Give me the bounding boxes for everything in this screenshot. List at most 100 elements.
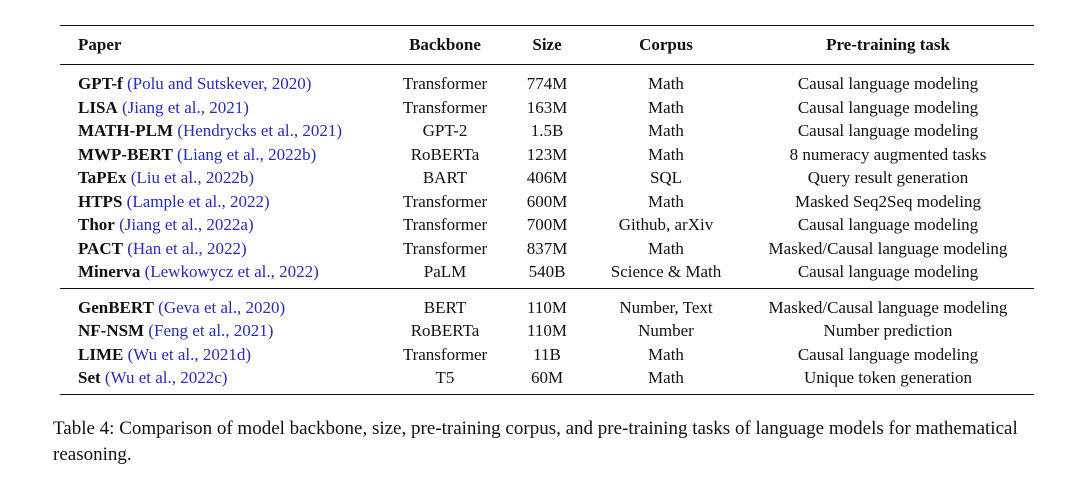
table-row: GPT-f (Polu and Sutskever, 2020) Transfor…	[60, 65, 1034, 96]
paper-citation-link[interactable]: (Jiang et al., 2021)	[121, 97, 249, 117]
cell-corpus: Github, arXiv	[618, 215, 714, 234]
cell-paper: HTPS (Lample et al., 2022)	[60, 190, 386, 214]
cell-backbone: T5	[435, 368, 455, 387]
paper-citation-link[interactable]: (Geva et al., 2020)	[158, 297, 286, 317]
cell-backbone: Transformer	[402, 238, 488, 258]
paper-name: MATH-PLM	[78, 121, 174, 140]
table-header-row: Paper Backbone Size Corpus Pre-training …	[60, 26, 1034, 64]
table-row: MWP-BERT (Liang et al., 2022b) RoBERTa 123…	[60, 143, 1034, 167]
cell-size: 163M	[526, 97, 568, 117]
cell-paper: LIME (Wu et al., 2021d)	[60, 343, 386, 367]
cell-paper: Minerva (Lewkowycz et al., 2022)	[60, 260, 386, 288]
paper-citation-link[interactable]: (Wu et al., 2022c)	[104, 368, 228, 387]
cell-task: Causal language modeling	[797, 74, 979, 93]
cell-size: 110M	[527, 321, 567, 340]
cell-task: Causal language modeling	[797, 262, 979, 281]
paper-name: LIME	[78, 344, 124, 364]
group-separator-rule	[60, 287, 1034, 289]
cell-corpus: SQL	[649, 168, 683, 187]
paper-citation-link[interactable]: (Lample et al., 2022)	[126, 191, 270, 211]
cell-size: 700M	[526, 215, 568, 234]
paper-citation-link[interactable]: (Liu et al., 2022b)	[130, 168, 254, 187]
cell-paper: TaPEx (Liu et al., 2022b)	[60, 166, 386, 190]
cell-corpus: Math	[648, 368, 684, 387]
cell-paper: LISA (Jiang et al., 2021)	[60, 96, 386, 120]
cell-paper: GenBERT (Geva et al., 2020)	[60, 289, 386, 320]
cell-task: 8 numeracy augmented tasks	[789, 144, 987, 164]
cell-paper: MWP-BERT (Liang et al., 2022b)	[60, 143, 386, 167]
cell-corpus: Math	[648, 344, 684, 364]
cell-size: 774M	[526, 74, 568, 93]
header-task: Pre-training task	[826, 35, 950, 54]
header-size: Size	[532, 35, 562, 54]
table-group-2: GenBERT (Geva et al., 2020) BERT 110M Numbe…	[60, 289, 1034, 394]
cell-task: Masked Seq2Seq modeling	[794, 191, 982, 211]
cell-backbone: Transformer	[402, 191, 488, 211]
paper-citation-link[interactable]: (Wu et al., 2021d)	[127, 344, 252, 364]
cell-backbone: RoBERTa	[410, 144, 480, 164]
table-caption: Table 4: Comparison of model backbone, s…	[53, 418, 1018, 465]
cell-backbone: GPT-2	[422, 121, 468, 140]
cell-paper: Set (Wu et al., 2022c)	[60, 366, 386, 394]
cell-size: 600M	[526, 191, 568, 211]
cell-paper: NF-NSM (Feng et al., 2021)	[60, 319, 386, 343]
cell-corpus: Math	[648, 238, 684, 258]
cell-backbone: Transformer	[402, 97, 488, 117]
paper-name: Minerva	[78, 262, 141, 281]
cell-corpus: Science & Math	[610, 262, 722, 281]
table-top-rule	[60, 25, 1034, 26]
paper-name: Thor	[78, 215, 115, 234]
paper-citation-link[interactable]: (Han et al., 2022)	[127, 238, 247, 258]
paper-citation-link[interactable]: (Polu and Sutskever, 2020)	[126, 74, 312, 93]
cell-paper: GPT-f (Polu and Sutskever, 2020)	[60, 65, 386, 96]
paper-citation-link[interactable]: (Lewkowycz et al., 2022)	[144, 262, 319, 281]
paper-name: GenBERT	[78, 297, 154, 317]
cell-size: 123M	[526, 144, 568, 164]
table-row: Thor (Jiang et al., 2022a) Transformer 700…	[60, 213, 1034, 237]
comparison-table-container: Paper Backbone Size Corpus Pre-training …	[60, 25, 1034, 395]
paper-name: MWP-BERT	[78, 144, 173, 164]
cell-corpus: Number, Text	[619, 297, 713, 317]
cell-paper: Thor (Jiang et al., 2022a)	[60, 213, 386, 237]
table-bottom-rule	[60, 393, 1034, 395]
header-corpus: Corpus	[639, 35, 693, 54]
cell-backbone: Transformer	[402, 215, 488, 234]
paper-name: HTPS	[78, 191, 123, 211]
paper-citation-link[interactable]: (Liang et al., 2022b)	[177, 144, 317, 164]
paper-name: TaPEx	[78, 168, 127, 187]
cell-backbone: BART	[422, 168, 468, 187]
cell-size: 110M	[527, 297, 567, 317]
cell-backbone: Transformer	[402, 74, 488, 93]
cell-task: Causal language modeling	[797, 344, 979, 364]
paper-name: PACT	[78, 238, 124, 258]
paper-citation-link[interactable]: (Feng et al., 2021)	[148, 321, 274, 340]
cell-task: Causal language modeling	[797, 97, 979, 117]
table-row: Minerva (Lewkowycz et al., 2022) PaLM 540B…	[60, 260, 1034, 288]
cell-backbone: RoBERTa	[410, 321, 480, 340]
table-row: MATH-PLM (Hendrycks et al., 2021) GPT-2 1.…	[60, 119, 1034, 143]
paper-name: Set	[78, 368, 101, 387]
cell-task: Causal language modeling	[797, 215, 979, 234]
cell-task: Causal language modeling	[797, 121, 979, 140]
paper-name: LISA	[78, 97, 118, 117]
table-row: Set (Wu et al., 2022c) T5 60M Math Unique to…	[60, 366, 1034, 394]
paper-citation-link[interactable]: (Jiang et al., 2022a)	[119, 215, 254, 234]
header-backbone: Backbone	[409, 35, 481, 54]
comparison-table: Paper Backbone Size Corpus Pre-training …	[60, 26, 1034, 64]
table-row: LIME (Wu et al., 2021d) Transformer 11B Mat…	[60, 343, 1034, 367]
cell-paper: MATH-PLM (Hendrycks et al., 2021)	[60, 119, 386, 143]
cell-corpus: Math	[648, 121, 684, 140]
cell-backbone: PaLM	[423, 262, 467, 281]
cell-corpus: Number	[638, 321, 694, 340]
cell-size: 406M	[526, 168, 568, 187]
cell-backbone: Transformer	[402, 344, 488, 364]
table-row: NF-NSM (Feng et al., 2021) RoBERTa 110M Num…	[60, 319, 1034, 343]
paper-citation-link[interactable]: (Hendrycks et al., 2021)	[177, 121, 343, 140]
cell-size: 1.5B	[530, 121, 564, 140]
cell-size: 11B	[533, 344, 561, 364]
table-row: GenBERT (Geva et al., 2020) BERT 110M Numbe…	[60, 289, 1034, 320]
cell-task: Unique token generation	[803, 368, 973, 387]
cell-corpus: Math	[648, 74, 684, 93]
cell-task: Masked/Causal language modeling	[768, 297, 1008, 317]
cell-task: Number prediction	[823, 321, 953, 340]
